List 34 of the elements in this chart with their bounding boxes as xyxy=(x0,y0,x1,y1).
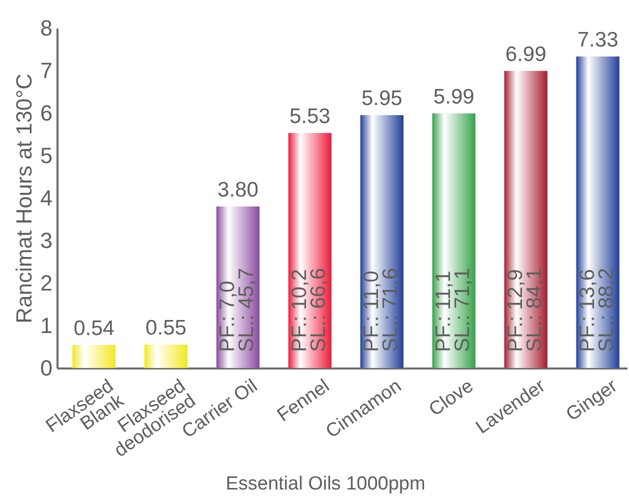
bar xyxy=(72,345,116,368)
y-tick-label: 0 xyxy=(40,356,52,380)
y-tick-label: 5 xyxy=(40,143,52,168)
bar xyxy=(216,206,260,368)
annotation: PF.: 12,9 SL.: 84,1 xyxy=(504,268,546,352)
bar xyxy=(360,115,404,368)
y-tick-label: 3 xyxy=(40,228,52,253)
data-label: 6.99 xyxy=(505,42,546,66)
annotation: PF.: 7,0 SL.: 45,7 xyxy=(216,268,258,352)
bar xyxy=(576,56,620,368)
x-axis-title: Essential Oils 1000ppm xyxy=(226,474,426,494)
data-label: 0.54 xyxy=(74,317,115,340)
data-label: 3.80 xyxy=(218,178,258,202)
data-label: 0.55 xyxy=(146,316,186,340)
bar xyxy=(504,70,548,368)
annotation: PF.: 10,2 SL.: 66,6 xyxy=(288,268,330,352)
y-tick-label: 6 xyxy=(40,100,52,126)
y-tick-label: 2 xyxy=(40,270,52,296)
data-label: 5.53 xyxy=(289,104,330,128)
bar xyxy=(432,113,476,368)
annotation: PF.: 11,1 SL.: 71,1 xyxy=(432,268,474,352)
y-tick-label: 8 xyxy=(40,16,52,40)
y-axis-title: Rancimat Hours at 130°C xyxy=(11,74,36,324)
y-tick-label: 4 xyxy=(40,186,52,210)
annotation: PF.: 11,0 SL.: 71,6 xyxy=(360,268,402,352)
bar xyxy=(144,344,188,368)
x-tick-label: Clove xyxy=(426,376,478,421)
annotation: PF.: 13,6 SL.: 88,2 xyxy=(576,268,618,352)
bar xyxy=(288,132,332,368)
y-tick-label: 7 xyxy=(40,58,52,83)
y-tick-label: 1 xyxy=(40,313,52,338)
data-label: 7.33 xyxy=(577,28,618,52)
data-label: 5.99 xyxy=(433,85,474,108)
data-label: 5.95 xyxy=(361,87,402,110)
